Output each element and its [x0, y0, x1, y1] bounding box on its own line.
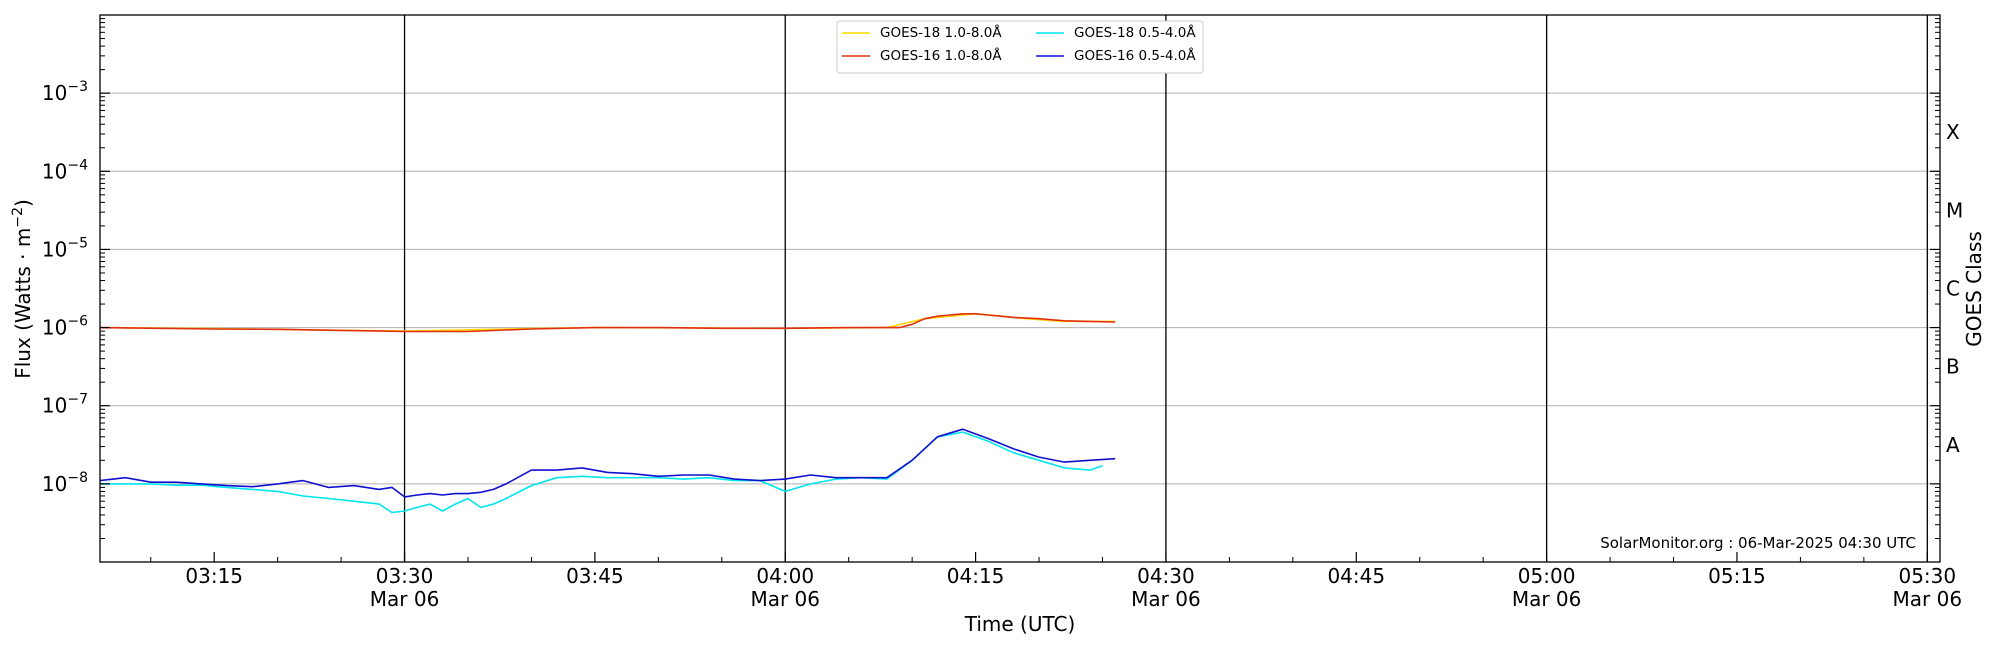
- y-axis-label-suffix: ): [11, 199, 35, 207]
- legend: GOES-18 1.0-8.0Å GOES-16 1.0-8.0Å GOES-18 …: [836, 20, 1204, 74]
- x-tick-label: 05:00: [1518, 564, 1576, 588]
- goes-class-label: C: [1946, 277, 1960, 301]
- x-tick-label: 05:15: [1708, 564, 1766, 588]
- legend-label: GOES-18 0.5-4.0Å: [1074, 24, 1196, 41]
- day-divider-lines: [403, 15, 1928, 562]
- y-tick-label: 10−8: [42, 470, 88, 496]
- series-line: [99, 312, 1116, 333]
- goes-class-label: A: [1946, 433, 1960, 457]
- y-tick-label-exponent: −8: [67, 470, 88, 486]
- y-tick-label-base: 10: [42, 394, 67, 418]
- right-axis-label: GOES Class: [1962, 231, 1986, 347]
- x-tick-date-label: Mar 06: [370, 587, 440, 611]
- y-tick-label: 10−6: [42, 314, 88, 340]
- axis-ticks: [100, 18, 1940, 562]
- y-tick-label-exponent: −7: [67, 392, 88, 408]
- x-tick-label: 03:15: [185, 564, 243, 588]
- y-tick-label-base: 10: [42, 472, 67, 496]
- goes-class-label: M: [1946, 198, 1963, 222]
- y-tick-label: 10−3: [42, 79, 88, 105]
- x-tick-label: 03:45: [566, 564, 624, 588]
- x-tick-label: 03:30: [376, 564, 434, 588]
- y-tick-label-exponent: −3: [67, 79, 88, 95]
- x-tick-date-label: Mar 06: [1512, 587, 1582, 611]
- credit-text: SolarMonitor.org : 06-Mar-2025 04:30 UTC: [1600, 534, 1916, 552]
- legend-label: GOES-18 1.0-8.0Å: [880, 24, 1002, 41]
- legend-box: [836, 20, 1204, 74]
- y-tick-label-base: 10: [42, 316, 67, 340]
- series-line: [100, 431, 1103, 514]
- y-tick-label-exponent: −4: [67, 157, 88, 173]
- x-tick-label: 04:30: [1137, 564, 1195, 588]
- y-axis-label-prefix: Flux (Watts · m: [11, 228, 35, 379]
- x-tick-date-label: Mar 06: [1893, 587, 1963, 611]
- y-axis-label: Flux (Watts · m−2): [10, 199, 35, 379]
- y-tick-label: 10−7: [42, 392, 88, 418]
- y-axis-label-exponent: −2: [10, 207, 26, 228]
- x-tick-label: 04:15: [947, 564, 1005, 588]
- goes-class-labels: A B C M X: [1946, 120, 1963, 457]
- x-tick-label: 04:45: [1327, 564, 1385, 588]
- y-tick-label-exponent: −6: [67, 314, 88, 330]
- series-line: [99, 428, 1116, 498]
- y-tick-label-base: 10: [42, 237, 67, 261]
- x-tick-label: 05:30: [1898, 564, 1956, 588]
- y-tick-label-exponent: −5: [67, 235, 88, 251]
- legend-items: GOES-18 1.0-8.0Å GOES-16 1.0-8.0Å GOES-18 …: [842, 24, 1196, 64]
- legend-label: GOES-16 0.5-4.0Å: [1074, 47, 1196, 64]
- plot-area-frame: [99, 14, 1941, 563]
- series-lines: [99, 312, 1116, 514]
- goes-class-label: X: [1946, 120, 1960, 144]
- x-tick-label: 04:00: [756, 564, 814, 588]
- x-tick-date-label: Mar 06: [1131, 587, 1201, 611]
- y-tick-label: 10−4: [42, 157, 88, 183]
- goes-class-label: B: [1946, 355, 1960, 379]
- x-tick-date-label: Mar 06: [750, 587, 820, 611]
- grid-lines: [100, 92, 1940, 485]
- y-tick-label-base: 10: [42, 81, 67, 105]
- x-axis-label: Time (UTC): [964, 612, 1076, 636]
- y-tick-label: 10−5: [42, 235, 88, 261]
- y-tick-labels: 10−810−710−610−510−410−3: [42, 79, 88, 496]
- legend-label: GOES-16 1.0-8.0Å: [880, 47, 1002, 64]
- y-tick-label-base: 10: [42, 159, 67, 183]
